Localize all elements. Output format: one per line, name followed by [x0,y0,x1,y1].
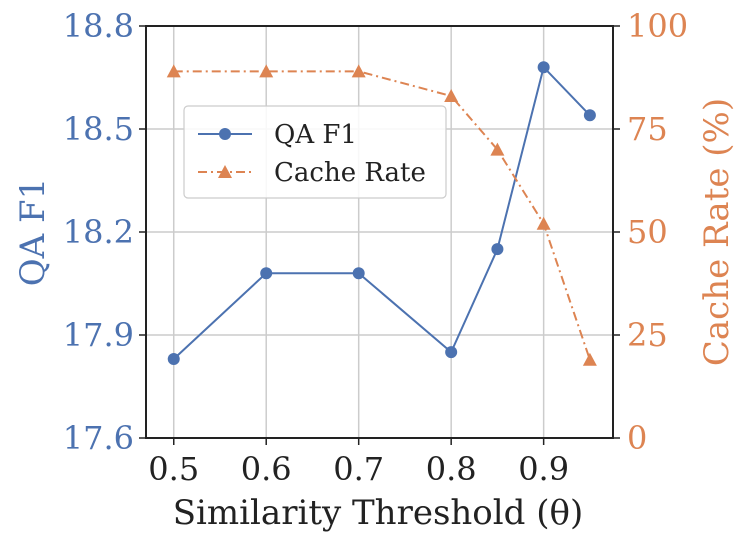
data-point-cache-rate [351,64,366,78]
data-point-cache-rate [490,142,505,156]
right-tick-label: 25 [627,316,668,354]
legend-label-qa-f1: QA F1 [274,120,357,150]
data-point-qa-f1 [352,267,365,280]
left-tick-label: 18.5 [63,110,134,148]
right-tick-label: 50 [627,213,668,251]
left-tick-label: 17.9 [63,316,134,354]
data-point-cache-rate [536,216,551,230]
data-point-qa-f1 [167,353,180,366]
series-layer [166,61,597,366]
data-point-qa-f1 [260,267,273,280]
right-tick-label: 100 [627,7,688,45]
x-axis-label: Similarity Threshold (θ) [173,493,583,533]
right-tick-label: 75 [627,110,668,148]
data-point-qa-f1 [537,61,550,74]
x-tick-label: 0.6 [241,450,292,488]
data-point-cache-rate [582,352,597,366]
data-point-cache-rate [444,89,459,103]
data-point-qa-f1 [491,243,504,256]
data-point-qa-f1 [445,346,458,359]
x-tick-label: 0.5 [148,450,199,488]
left-tick-label: 17.6 [63,419,134,457]
right-axis-label: Cache Rate (%) [697,98,737,366]
legend: QA F1 Cache Rate [183,105,447,199]
left-axis-ticks: 17.6 17.9 18.2 18.5 18.8 [63,7,146,457]
data-point-cache-rate [166,64,181,78]
x-tick-label: 0.8 [426,450,477,488]
right-tick-label: 0 [627,419,647,457]
left-tick-label: 18.8 [63,7,134,45]
x-tick-label: 0.7 [333,450,384,488]
legend-swatch-qa-f1-marker [219,128,231,140]
data-point-qa-f1 [583,109,596,122]
legend-label-cache-rate: Cache Rate [274,158,426,188]
right-axis-ticks: 0 25 50 75 100 [613,7,688,457]
x-axis-ticks: 0.5 0.6 0.7 0.8 0.9 [148,438,569,488]
left-tick-label: 18.2 [63,213,134,251]
legend-box [183,105,447,199]
left-axis-label: QA F1 [13,178,53,286]
x-tick-label: 0.9 [518,450,569,488]
legend-swatch-cache-rate-marker [218,165,232,178]
data-point-cache-rate [259,64,274,78]
grid-lines [146,25,613,439]
